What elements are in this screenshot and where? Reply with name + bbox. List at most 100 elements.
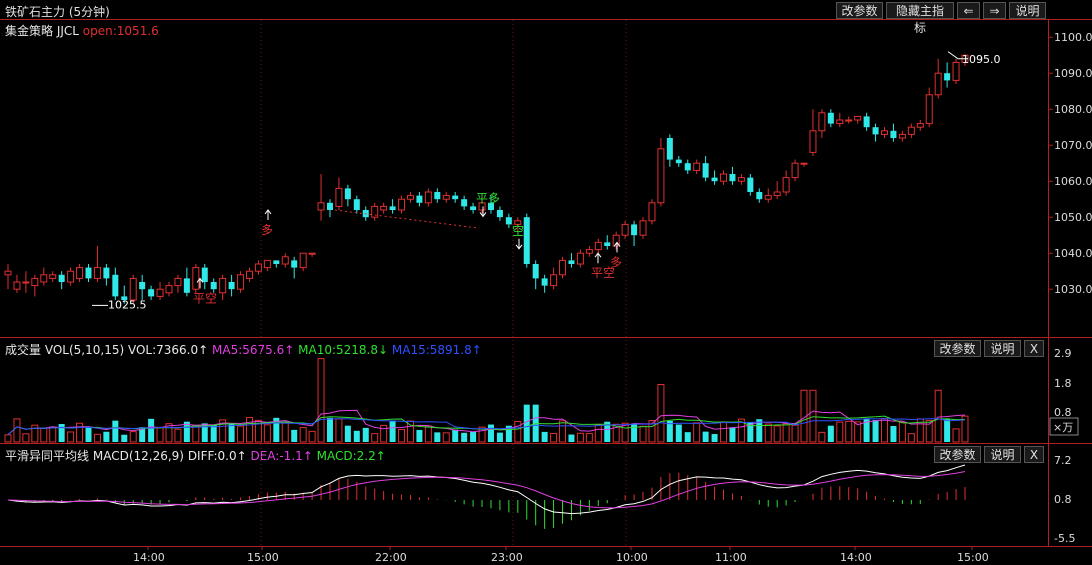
macd-close-icon[interactable]: X bbox=[1024, 446, 1044, 463]
macd-params-button[interactable]: 改参数 bbox=[934, 446, 981, 463]
candles-layer: 1095.0 1025.5 bbox=[4, 51, 1001, 311]
ma5-line bbox=[7, 409, 966, 436]
volume-unit-label: ×万 bbox=[1053, 421, 1073, 434]
signal-label: 平空 bbox=[591, 266, 615, 280]
signal-label: 平多 bbox=[476, 191, 500, 205]
volume-bar bbox=[112, 420, 119, 442]
ma10-line bbox=[7, 415, 966, 436]
volume-bar bbox=[461, 432, 468, 442]
time-tick-label: 10:00 bbox=[616, 551, 648, 564]
volume-bar bbox=[165, 423, 173, 443]
signal-arrow-head bbox=[613, 241, 621, 247]
candle-body bbox=[49, 274, 57, 279]
signal-arrow-head bbox=[264, 209, 272, 215]
volume-tick-label: 1.8 bbox=[1054, 377, 1072, 390]
volume-unit-box bbox=[1049, 417, 1079, 436]
candle-body bbox=[245, 270, 253, 279]
vol-close-icon[interactable]: X bbox=[1024, 340, 1044, 357]
strategy-label: 集金策略 JJCL open:1051.6 bbox=[5, 22, 159, 39]
volume-bar bbox=[237, 425, 245, 443]
candle-body bbox=[254, 263, 262, 272]
volume-bar bbox=[639, 425, 647, 443]
volume-bar bbox=[756, 419, 763, 442]
candle-body bbox=[782, 177, 790, 193]
volume-bar bbox=[559, 420, 567, 443]
params-button[interactable]: 改参数 bbox=[836, 2, 883, 19]
volume-bar bbox=[344, 425, 351, 442]
volume-bar bbox=[254, 419, 262, 443]
candle-body bbox=[380, 205, 388, 211]
candle-body bbox=[550, 274, 558, 287]
volume-bar bbox=[684, 432, 691, 442]
candle-body bbox=[836, 119, 844, 125]
candle-body bbox=[478, 202, 486, 211]
candle-body bbox=[40, 274, 48, 283]
candle-body bbox=[406, 195, 414, 200]
candle-body bbox=[58, 274, 65, 282]
candle-body bbox=[729, 174, 736, 182]
candle-body bbox=[604, 242, 611, 246]
volume-bar bbox=[85, 426, 92, 442]
candle-body bbox=[148, 289, 155, 297]
volume-bar bbox=[594, 424, 602, 443]
prev-arrow-icon[interactable]: ⇐ bbox=[957, 2, 980, 19]
candle-body bbox=[31, 277, 39, 287]
candle-body bbox=[711, 177, 718, 182]
candle-body bbox=[791, 162, 799, 179]
candle-body bbox=[299, 252, 307, 269]
volume-bar bbox=[550, 432, 558, 443]
signal-arrow-head bbox=[479, 212, 487, 218]
candle-body bbox=[639, 220, 647, 236]
candle-body bbox=[353, 199, 360, 210]
panel-frames bbox=[0, 19, 1092, 547]
candle-body bbox=[461, 199, 468, 207]
candle-body bbox=[165, 285, 173, 294]
candle-body bbox=[747, 177, 754, 192]
candle-body bbox=[201, 267, 208, 282]
volume-bar bbox=[925, 419, 933, 443]
candle-body bbox=[317, 202, 325, 211]
diff-value: DIFF:0.0↑ bbox=[187, 449, 247, 463]
volume-bar bbox=[424, 425, 432, 443]
macd-tick-label: 7.2 bbox=[1054, 454, 1072, 467]
help-button[interactable]: 说明 bbox=[1009, 2, 1046, 19]
macd-help-button[interactable]: 说明 bbox=[984, 446, 1021, 463]
volume-bar bbox=[514, 420, 522, 443]
candle-body bbox=[961, 54, 969, 63]
candle-body bbox=[559, 259, 567, 276]
candle-body bbox=[720, 173, 728, 182]
volume-bar bbox=[800, 389, 808, 443]
last-price-marker bbox=[947, 51, 968, 60]
volume-bar bbox=[729, 427, 736, 442]
volume-bar bbox=[890, 426, 897, 442]
volume-bar bbox=[139, 427, 146, 442]
signal-label: 平空 bbox=[193, 291, 217, 305]
candle-body bbox=[67, 270, 75, 283]
candle-body bbox=[156, 288, 164, 297]
candle-body bbox=[952, 61, 960, 81]
candle-body bbox=[470, 206, 477, 210]
hide-indicator-button[interactable]: 隐藏主指标 bbox=[886, 2, 954, 35]
ma5-value: MA5:5675.6↑ bbox=[212, 343, 295, 357]
candle-body bbox=[434, 192, 441, 200]
ma10-value: MA10:5218.8↓ bbox=[298, 343, 389, 357]
vol-params-button[interactable]: 改参数 bbox=[934, 340, 981, 357]
volume-bar bbox=[693, 422, 701, 443]
candle-body bbox=[291, 260, 298, 268]
volume-bar bbox=[452, 429, 459, 442]
volume-bar bbox=[585, 432, 593, 443]
volume-bar bbox=[326, 417, 333, 442]
next-arrow-icon[interactable]: ⇒ bbox=[983, 2, 1006, 19]
candle-body bbox=[827, 112, 834, 124]
vol-help-button[interactable]: 说明 bbox=[984, 340, 1021, 357]
volume-bar bbox=[854, 421, 862, 443]
candle-body bbox=[621, 223, 629, 236]
candle-body bbox=[210, 282, 217, 290]
volume-bar bbox=[103, 431, 110, 442]
candle-body bbox=[308, 252, 316, 255]
volume-bar bbox=[281, 421, 289, 443]
volume-tick-label: 0.8 bbox=[1054, 406, 1072, 419]
volume-label: 成交量 bbox=[5, 343, 42, 357]
volume-bar bbox=[174, 428, 182, 443]
